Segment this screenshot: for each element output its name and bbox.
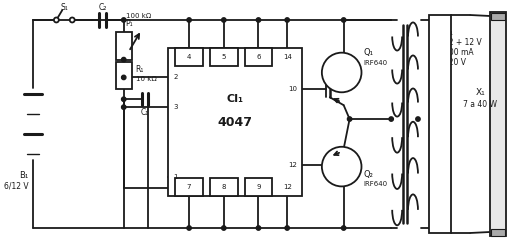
Circle shape xyxy=(322,147,361,186)
Text: 7 a 40 W: 7 a 40 W xyxy=(463,100,497,109)
Text: B₁: B₁ xyxy=(19,171,29,180)
Text: 100 kΩ: 100 kΩ xyxy=(126,13,151,19)
Circle shape xyxy=(54,18,59,22)
Circle shape xyxy=(256,226,261,230)
Bar xyxy=(491,13,505,20)
Bar xyxy=(244,48,272,65)
Text: 14: 14 xyxy=(283,54,292,60)
Circle shape xyxy=(347,117,352,121)
Circle shape xyxy=(122,57,126,62)
Text: 10: 10 xyxy=(288,86,297,92)
Bar xyxy=(210,48,238,65)
Text: 6/12 V: 6/12 V xyxy=(4,182,29,191)
Text: Q₂: Q₂ xyxy=(363,170,373,179)
Text: 10 kΩ: 10 kΩ xyxy=(136,76,157,82)
Bar xyxy=(429,15,451,233)
Text: 9: 9 xyxy=(256,185,261,190)
Text: 3: 3 xyxy=(173,104,178,110)
Bar xyxy=(210,179,238,196)
Text: IRF640: IRF640 xyxy=(363,60,387,65)
Circle shape xyxy=(122,97,126,102)
Text: C₂: C₂ xyxy=(99,3,107,12)
Circle shape xyxy=(122,75,126,80)
Circle shape xyxy=(187,18,191,22)
Bar xyxy=(116,32,132,60)
Text: 2: 2 xyxy=(173,74,178,81)
Circle shape xyxy=(322,53,361,92)
Text: 8: 8 xyxy=(222,185,226,190)
Text: C₁: C₁ xyxy=(140,108,149,117)
Text: P₁: P₁ xyxy=(126,20,133,28)
Bar xyxy=(168,48,302,196)
Text: T₁: T₁ xyxy=(444,28,453,37)
Text: 4047: 4047 xyxy=(217,116,252,128)
Text: IRF640: IRF640 xyxy=(363,182,387,187)
Circle shape xyxy=(222,226,226,230)
Text: X₁: X₁ xyxy=(475,88,485,97)
Circle shape xyxy=(416,117,420,121)
Circle shape xyxy=(342,226,346,230)
Bar xyxy=(175,179,203,196)
Text: 500 mA: 500 mA xyxy=(444,48,473,57)
Circle shape xyxy=(256,18,261,22)
Text: 12: 12 xyxy=(283,185,292,190)
Text: 12: 12 xyxy=(288,162,297,168)
Circle shape xyxy=(342,18,346,22)
Circle shape xyxy=(389,117,394,121)
Text: 4: 4 xyxy=(187,54,191,60)
Circle shape xyxy=(222,18,226,22)
Bar xyxy=(490,12,506,236)
Text: CI₁: CI₁ xyxy=(226,94,243,104)
Circle shape xyxy=(187,226,191,230)
Circle shape xyxy=(285,18,289,22)
Bar xyxy=(116,62,132,89)
Text: 1: 1 xyxy=(173,173,178,180)
Text: S₁: S₁ xyxy=(60,3,68,12)
Text: 12 + 12 V: 12 + 12 V xyxy=(444,38,482,47)
Bar xyxy=(244,179,272,196)
Text: Q₁: Q₁ xyxy=(363,48,373,57)
Bar xyxy=(175,48,203,65)
Circle shape xyxy=(122,18,126,22)
Text: 220 V: 220 V xyxy=(444,58,466,67)
Circle shape xyxy=(70,18,75,22)
Circle shape xyxy=(122,105,126,109)
Text: 5: 5 xyxy=(222,54,226,60)
Text: 7: 7 xyxy=(187,185,191,190)
Circle shape xyxy=(285,226,289,230)
Text: R₁: R₁ xyxy=(136,65,144,74)
Text: 6: 6 xyxy=(256,54,261,60)
Bar xyxy=(491,229,505,236)
